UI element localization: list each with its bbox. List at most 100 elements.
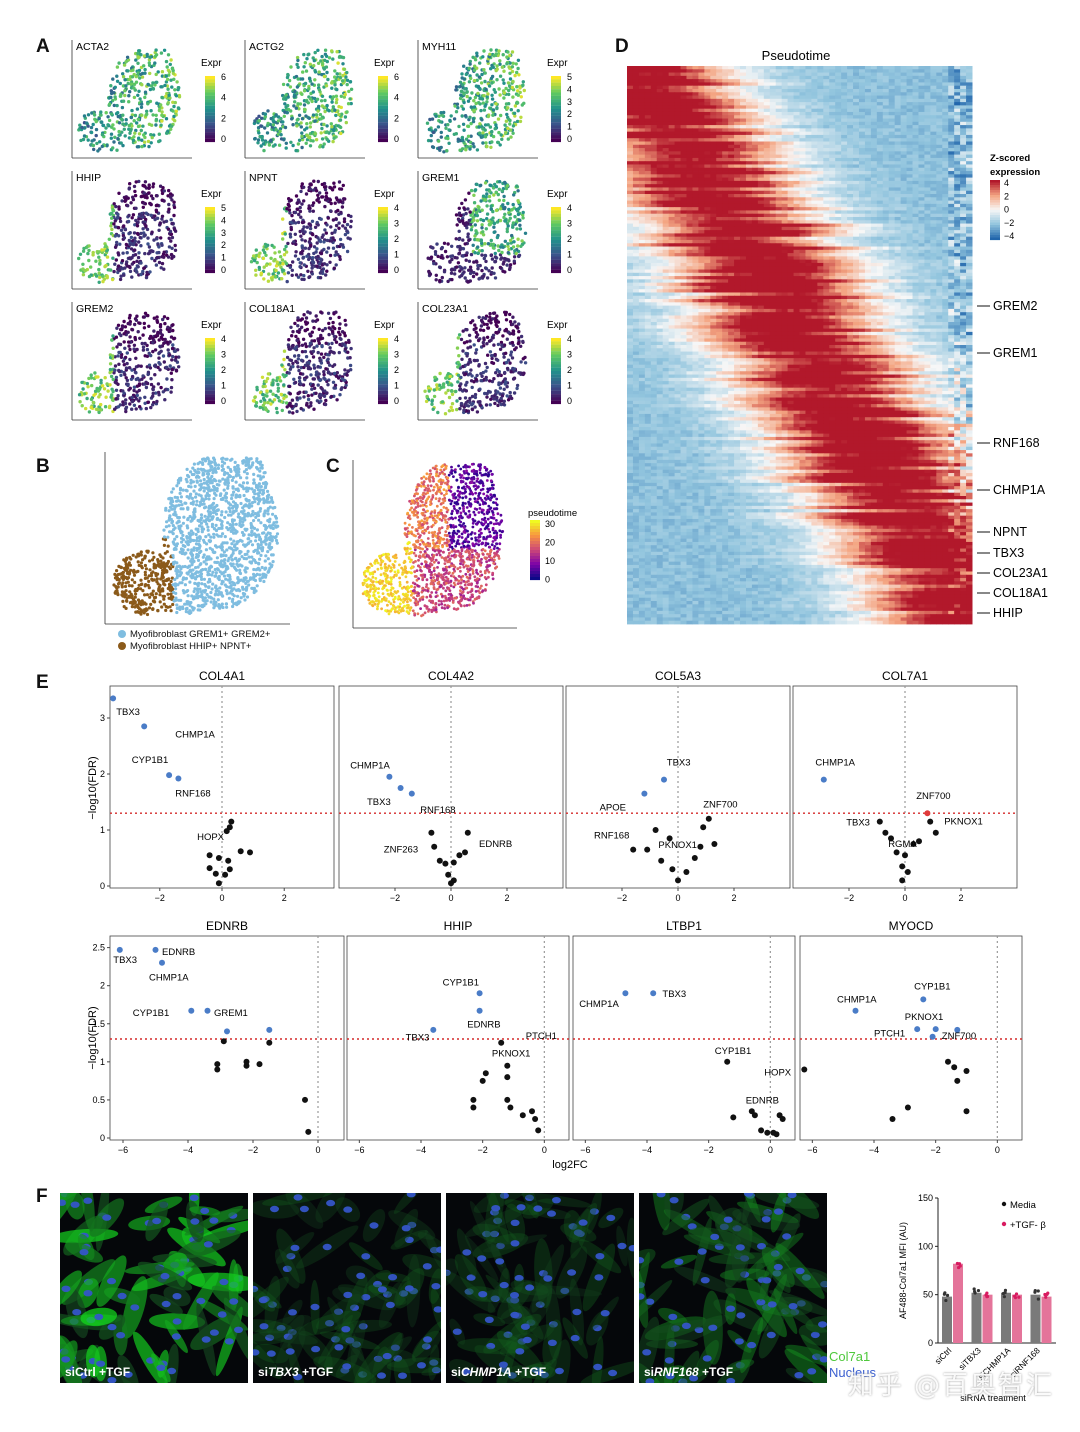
cluster-cell (211, 570, 215, 574)
expression-cell (337, 315, 341, 320)
expression-cell (503, 123, 507, 127)
expression-cell (143, 401, 147, 405)
expression-cell (123, 78, 127, 82)
expression-cell (302, 395, 306, 399)
expression-cell (511, 221, 516, 225)
expression-cell (311, 355, 316, 359)
expression-cell (338, 255, 342, 259)
legend-color-step (205, 115, 215, 119)
legend-color-step (551, 112, 561, 116)
expression-cell (491, 333, 496, 337)
legend-color-step (378, 233, 388, 237)
expression-cell (276, 386, 281, 390)
expression-cell (141, 374, 145, 378)
expression-cell (456, 137, 460, 141)
expression-cell (155, 255, 159, 260)
expression-cell (82, 114, 87, 118)
expression-cell (328, 209, 333, 213)
panel-letter-d: D (615, 36, 629, 57)
expression-cell (277, 143, 282, 147)
expression-cell (463, 198, 468, 202)
expression-cell (486, 92, 490, 96)
expression-cell (92, 147, 96, 152)
expression-cell (293, 89, 297, 94)
cluster-cell (147, 579, 151, 583)
expression-cell (436, 125, 441, 129)
cluster-cell (219, 534, 223, 538)
expression-cell (119, 327, 123, 332)
expression-cell (494, 190, 498, 195)
expression-cell (99, 381, 103, 385)
expression-cell (281, 237, 285, 241)
expression-cell (458, 265, 462, 269)
expression-cell (313, 119, 317, 123)
expression-cell (430, 245, 434, 250)
cluster-cell (230, 542, 234, 546)
expression-cell (135, 347, 139, 352)
expression-cell (333, 337, 337, 342)
expression-cell (111, 256, 115, 260)
cluster-cell (194, 566, 198, 570)
expression-cell (454, 213, 459, 217)
cluster-cell (143, 570, 147, 574)
expression-cell (513, 249, 517, 253)
cluster-cell (253, 492, 257, 496)
expression-cell (142, 321, 146, 326)
expression-cell (138, 235, 142, 240)
cluster-cell (155, 580, 159, 584)
expression-cell (155, 80, 159, 84)
expression-cell (483, 254, 488, 258)
expression-cell (279, 133, 283, 137)
expression-cell (510, 340, 515, 345)
legend-color-step (551, 122, 561, 126)
expression-cell (506, 258, 511, 262)
expression-cell (86, 124, 90, 128)
expression-cell (162, 315, 167, 319)
expression-cell (333, 83, 337, 87)
expression-cell (303, 239, 307, 243)
expression-cell (323, 198, 328, 202)
expression-cell (334, 100, 339, 105)
expression-cell (476, 245, 480, 249)
legend-color-step (551, 394, 561, 398)
expression-cell (475, 54, 479, 58)
legend-color-step (205, 223, 215, 227)
expression-cell (99, 402, 103, 407)
expression-cell (87, 376, 91, 381)
expression-cell (493, 251, 497, 256)
expression-cell (119, 355, 124, 359)
expression-cell (323, 58, 327, 62)
expression-cell (294, 242, 298, 246)
expression-cell (161, 317, 165, 322)
expression-cell (104, 111, 108, 115)
expression-cell (496, 320, 501, 324)
expression-cell (458, 219, 462, 224)
expression-cell (325, 70, 329, 75)
feature-gene-title: HHIP (76, 172, 101, 184)
expression-cell (105, 274, 109, 278)
expression-cell (468, 222, 473, 227)
expression-cell (493, 255, 498, 259)
expression-cell (329, 225, 333, 229)
expression-cell (468, 96, 472, 100)
expression-cell (108, 102, 112, 106)
expression-cell (154, 48, 158, 52)
expression-cell (342, 197, 346, 201)
expression-cell (134, 356, 138, 360)
expression-cell (175, 80, 179, 84)
expression-cell (146, 102, 150, 106)
expression-cell (515, 119, 520, 124)
expression-cell (511, 225, 515, 229)
cluster-cell (264, 542, 268, 546)
feature-legend-tick: 4 (394, 93, 399, 103)
expression-cell (141, 205, 145, 209)
expression-cell (312, 377, 316, 381)
expression-cell (299, 251, 303, 255)
expression-cell (301, 70, 305, 74)
expression-cell (133, 193, 138, 198)
cluster-cell (257, 551, 261, 555)
feature-legend-tick: 3 (221, 228, 226, 238)
expression-cell (289, 358, 294, 363)
expression-cell (327, 332, 331, 337)
